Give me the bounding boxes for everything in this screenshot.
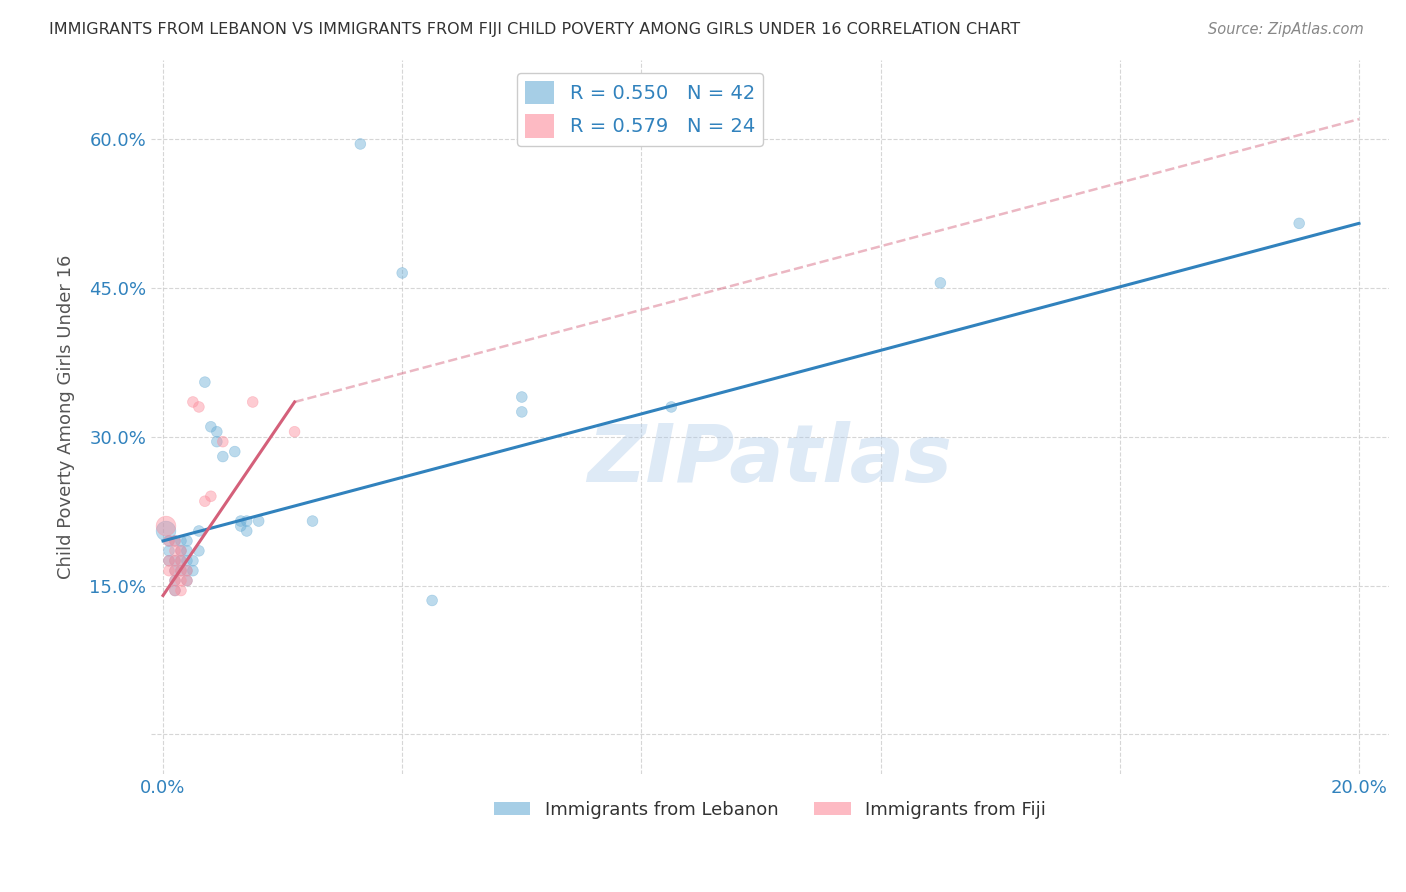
- Point: [211, 434, 233, 449]
- Y-axis label: Child Poverty Among Girls Under 16: Child Poverty Among Girls Under 16: [58, 255, 75, 579]
- Point: [170, 533, 193, 548]
- Point: [170, 554, 193, 568]
- Point: [176, 564, 198, 578]
- Point: [194, 375, 217, 389]
- Point: [194, 494, 217, 508]
- Point: [176, 564, 198, 578]
- Point: [176, 544, 198, 558]
- Point: [170, 554, 193, 568]
- Point: [170, 544, 193, 558]
- Point: [170, 564, 193, 578]
- Point: [181, 564, 204, 578]
- Point: [163, 533, 186, 548]
- Point: [176, 554, 198, 568]
- Point: [157, 544, 180, 558]
- Point: [200, 419, 222, 434]
- Point: [157, 533, 180, 548]
- Point: [155, 524, 177, 538]
- Point: [420, 593, 443, 607]
- Point: [284, 425, 307, 439]
- Point: [235, 514, 257, 528]
- Point: [247, 514, 270, 528]
- Point: [163, 564, 186, 578]
- Point: [176, 533, 198, 548]
- Point: [170, 544, 193, 558]
- Point: [224, 444, 246, 458]
- Point: [211, 450, 233, 464]
- Point: [163, 583, 186, 598]
- Point: [163, 554, 186, 568]
- Point: [170, 574, 193, 588]
- Point: [163, 564, 186, 578]
- Point: [301, 514, 323, 528]
- Point: [157, 554, 180, 568]
- Point: [163, 574, 186, 588]
- Point: [181, 395, 204, 409]
- Point: [187, 400, 209, 414]
- Point: [170, 564, 193, 578]
- Point: [242, 395, 264, 409]
- Point: [163, 574, 186, 588]
- Point: [205, 425, 228, 439]
- Point: [181, 554, 204, 568]
- Point: [391, 266, 413, 280]
- Point: [163, 554, 186, 568]
- Point: [163, 583, 186, 598]
- Point: [235, 524, 257, 538]
- Point: [510, 405, 533, 419]
- Point: [229, 519, 252, 533]
- Text: IMMIGRANTS FROM LEBANON VS IMMIGRANTS FROM FIJI CHILD POVERTY AMONG GIRLS UNDER : IMMIGRANTS FROM LEBANON VS IMMIGRANTS FR…: [49, 22, 1021, 37]
- Point: [659, 400, 682, 414]
- Legend: Immigrants from Lebanon, Immigrants from Fiji: Immigrants from Lebanon, Immigrants from…: [486, 793, 1053, 826]
- Point: [929, 276, 952, 290]
- Point: [200, 489, 222, 503]
- Text: ZIPatlas: ZIPatlas: [588, 421, 952, 499]
- Point: [157, 533, 180, 548]
- Point: [163, 533, 186, 548]
- Point: [510, 390, 533, 404]
- Point: [163, 544, 186, 558]
- Point: [187, 524, 209, 538]
- Point: [205, 434, 228, 449]
- Point: [170, 583, 193, 598]
- Point: [349, 136, 371, 151]
- Point: [229, 514, 252, 528]
- Point: [187, 544, 209, 558]
- Point: [157, 564, 180, 578]
- Point: [176, 574, 198, 588]
- Text: Source: ZipAtlas.com: Source: ZipAtlas.com: [1208, 22, 1364, 37]
- Point: [176, 574, 198, 588]
- Point: [1288, 216, 1310, 230]
- Point: [157, 554, 180, 568]
- Point: [155, 519, 177, 533]
